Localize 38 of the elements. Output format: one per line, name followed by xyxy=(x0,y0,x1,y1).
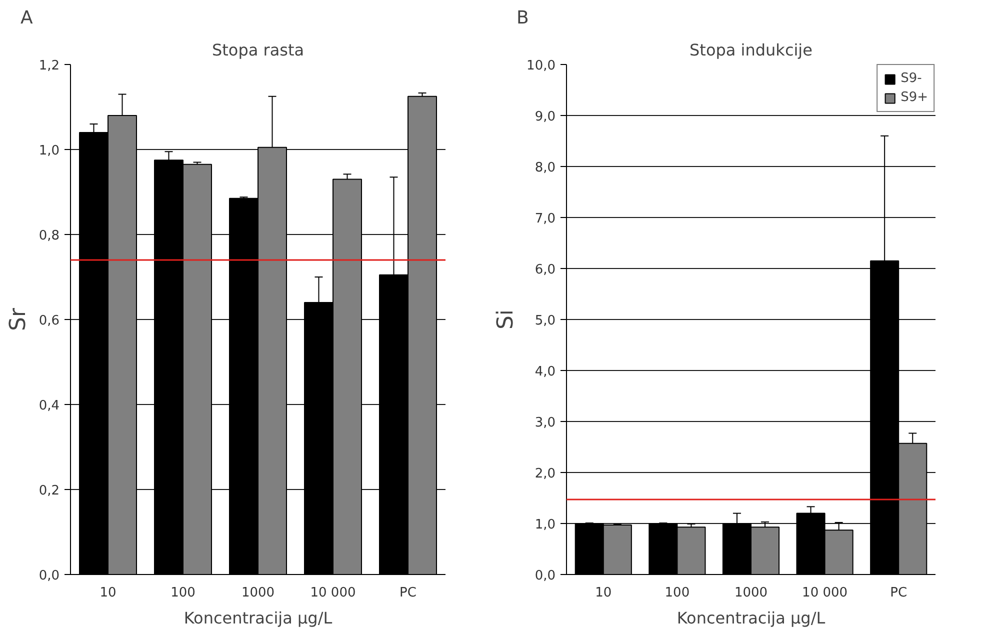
y-tick-label: 1,0 xyxy=(534,518,556,532)
chart-title: Stopa indukcije xyxy=(690,40,812,60)
y-tick-label: 0,0 xyxy=(38,568,60,584)
y-tick-label: 6,0 xyxy=(534,262,556,278)
y-tick-label: 7,0 xyxy=(534,212,556,226)
y-tick-label: 0,2 xyxy=(38,484,60,498)
chart-title: Stopa rasta xyxy=(212,40,304,60)
y-tick-label: 8,0 xyxy=(534,160,556,176)
text: B xyxy=(516,8,529,28)
x-tick-label: 1000 xyxy=(734,586,768,600)
x-tick-label: PC xyxy=(890,586,908,600)
y-tick-label: 3,0 xyxy=(534,416,556,430)
y-axis-title: Sr xyxy=(6,307,31,332)
legend-label: S9- xyxy=(900,71,922,86)
y-tick-label: 0,6 xyxy=(38,314,60,328)
x-tick-label: 10 xyxy=(595,586,612,600)
y-axis-title: Si xyxy=(494,309,519,330)
x-tick-label: 1000 xyxy=(241,586,275,600)
text: A xyxy=(20,8,34,28)
x-tick-label: 10 xyxy=(100,586,116,600)
x-axis-title: Koncentracija µg/L xyxy=(184,608,332,628)
y-tick-label: 1,0 xyxy=(38,144,60,158)
y-tick-label: 2,0 xyxy=(534,466,556,482)
x-tick-label: 100 xyxy=(170,586,196,600)
x-tick-label: 10 000 xyxy=(802,586,848,600)
x-tick-label: PC xyxy=(400,586,416,600)
y-tick-label: 4,0 xyxy=(534,364,556,380)
y-tick-label: 0,8 xyxy=(38,228,60,244)
y-tick-label: 5,0 xyxy=(534,314,556,328)
y-tick-label: 1,2 xyxy=(38,58,60,74)
x-tick-label: 100 xyxy=(664,586,690,600)
y-tick-label: 10,0 xyxy=(526,58,556,74)
y-tick-label: 0,0 xyxy=(534,568,556,584)
y-tick-label: 0,4 xyxy=(38,398,60,414)
y-tick-label: 9,0 xyxy=(534,110,556,124)
x-axis-title: Koncentracija µg/L xyxy=(676,608,826,628)
x-tick-label: 10 000 xyxy=(310,586,356,600)
legend-label: S9+ xyxy=(900,90,928,105)
